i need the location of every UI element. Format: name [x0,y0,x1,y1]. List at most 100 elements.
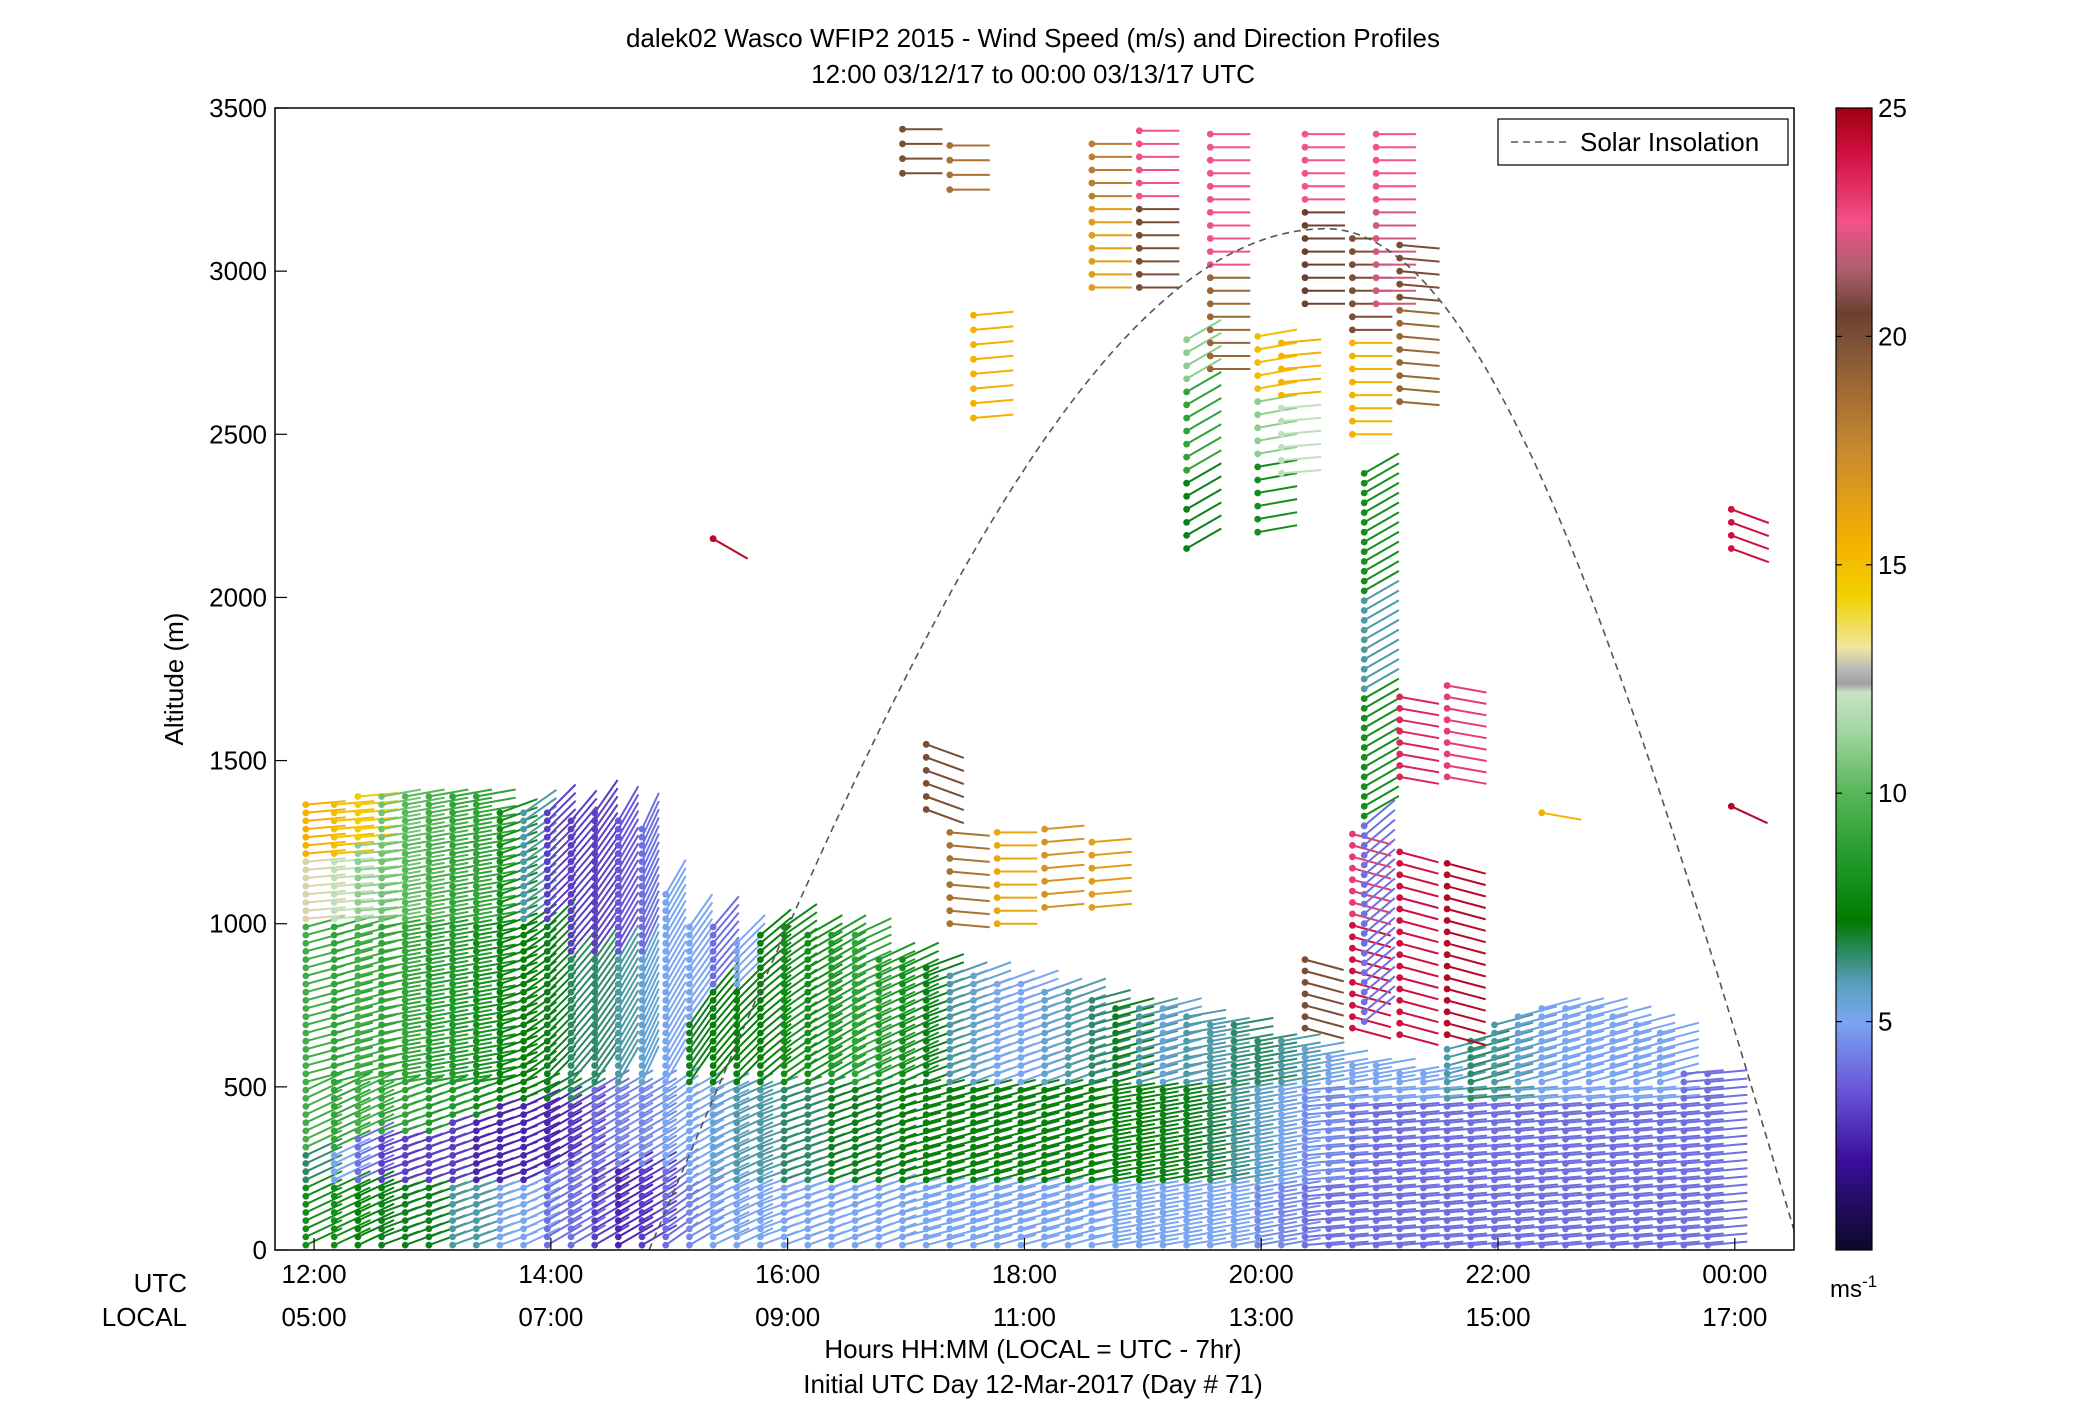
wind-barb-point [970,997,977,1004]
wind-barb-shaft [1115,1005,1155,1018]
wind-barb-point [638,866,646,874]
wind-barb-shaft [381,984,422,994]
wind-barb-point [638,1070,646,1078]
wind-barb-point [1680,1103,1688,1110]
wind-barb-point [1396,773,1404,781]
wind-barb-shaft [854,1007,892,1026]
wind-barb-shaft [1517,1029,1558,1043]
wind-barb-shaft [949,1078,989,1092]
wind-barb-shaft [1399,1240,1440,1247]
wind-barb-point [302,980,310,988]
wind-barb-point [993,1054,1001,1061]
wind-barb-shaft [1162,1237,1203,1247]
wind-barb-point [993,1233,1001,1241]
wind-barb-shaft [996,1176,1037,1189]
wind-barb-point [733,1078,741,1086]
wind-barb-point [875,1184,883,1192]
wind-barb-shaft [712,1080,750,1100]
wind-barb-point [1491,1168,1498,1176]
wind-barb-shaft [357,980,397,994]
wind-barb-shaft [1683,1216,1724,1222]
wind-barb-shaft [1115,1180,1156,1189]
wind-barb-shaft [1612,1191,1653,1198]
wind-barb-shaft [1588,1046,1629,1059]
wind-barb-shaft [1399,896,1439,909]
wind-barb-point [449,1013,456,1021]
wind-barb-point [1301,1013,1309,1021]
wind-barb-shaft [1565,1208,1606,1214]
wind-barb-shaft [476,1016,516,1026]
wind-barb-point [1491,1200,1498,1208]
wind-barb-shaft [452,1016,493,1026]
wind-barb-point [922,1078,930,1086]
wind-barb-shaft [1304,1183,1345,1189]
wind-barb-point [1538,1135,1546,1143]
wind-barb-point [1443,1135,1451,1143]
wind-barb-shaft [1446,775,1487,785]
wind-barb-point [1360,900,1368,908]
wind-barb-point [425,890,433,898]
wind-barb-point [1064,997,1072,1004]
wind-barb-shaft [1281,364,1322,370]
wind-barb-point [1360,842,1368,849]
wind-barb-shaft [1186,514,1222,537]
wind-barb-point [1325,1217,1333,1224]
wind-barb-point [330,1062,338,1069]
wind-barb-point [302,1005,310,1012]
wind-barb-shaft [641,1158,678,1181]
wind-barb-point [638,1127,646,1135]
wind-barb-point [1491,1029,1498,1037]
wind-barb-shaft [499,1026,538,1043]
wind-barb-point [1183,1094,1190,1102]
wind-barb-shaft [1067,1026,1107,1043]
wind-barb-point [1349,864,1356,872]
wind-barb-shaft [1423,1175,1464,1181]
wind-barb-shaft [1707,1077,1748,1083]
wind-barb-point [1041,1143,1048,1151]
wind-barb-shaft [1139,1229,1179,1238]
wind-barb-point [378,850,385,857]
wind-barb-point [1278,378,1285,386]
wind-barb-shaft [1518,1118,1559,1124]
wind-barb-shaft [452,968,493,977]
wind-barb-shaft [523,1129,561,1149]
wind-barb-point [662,988,670,996]
wind-barb-point [1349,248,1356,256]
wind-barb-point [1088,1135,1096,1143]
wind-barb-point [543,1119,551,1127]
wind-barb-point [401,842,409,849]
wind-barb-point [733,948,741,955]
wind-barb-point [1420,1160,1427,1167]
wind-barb-shaft [1470,1054,1510,1067]
wind-barb-point [496,964,504,972]
wind-barb-point [1680,1086,1688,1094]
wind-barb-point [733,1241,741,1249]
wind-barb-point [993,1070,1001,1078]
wind-barb-point [425,1111,433,1118]
wind-barb-shaft [452,813,493,822]
wind-barb-point [1135,1127,1143,1135]
wind-barb-point [401,988,409,996]
wind-barb-shaft [688,934,714,969]
wind-barb-shaft [1612,1142,1653,1149]
wind-barb-shaft [617,851,640,887]
wind-barb-point [993,1094,1001,1102]
wind-barb-shaft [428,870,469,879]
wind-barb-point [662,1241,670,1249]
wind-barb-point [472,923,480,931]
wind-barb-point [472,1143,480,1151]
wind-barb-shaft [1446,1038,1486,1051]
wind-barb-shaft [1494,1208,1535,1214]
wind-barb-point [1230,1054,1238,1061]
wind-barb-point [1372,1209,1380,1216]
wind-barb-point [1396,385,1404,392]
wind-barb-shaft [1139,997,1179,1010]
wind-barb-point [875,980,883,988]
wind-barb-shaft [973,1193,1013,1206]
wind-barb-shaft [664,948,687,985]
wind-barb-shaft [357,1021,397,1034]
wind-barb-point [591,1233,599,1241]
wind-barb-point [449,1152,456,1159]
wind-barb-point [1396,1008,1404,1016]
wind-barb-shaft [902,1023,940,1043]
